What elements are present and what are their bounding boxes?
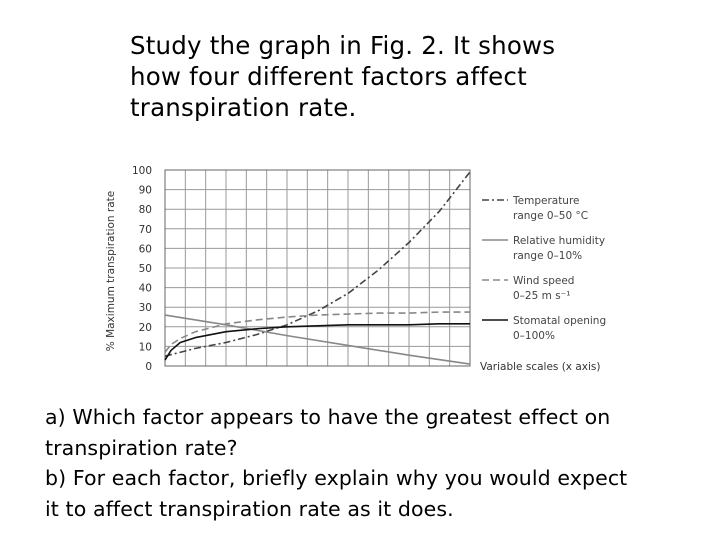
legend-label: 0–100% (513, 330, 555, 342)
legend-label: range 0–50 °C (513, 210, 588, 222)
legend-label: Stomatal opening (513, 315, 606, 327)
intro-line: how four different factors affect (130, 62, 527, 91)
intro-text: Study the graph in Fig. 2. It shows how … (130, 30, 650, 123)
transpiration-chart: 0 10 20 30 40 50 60 70 80 90 100 % Maximum transpi… (105, 165, 606, 373)
y-tick-label: 80 (139, 204, 152, 216)
series-line (164, 323, 470, 361)
series-line (164, 314, 471, 365)
chart-grid (164, 169, 471, 367)
intro-line: Study the graph in Fig. 2. It shows (130, 31, 556, 60)
legend-label: Temperature (512, 195, 580, 207)
legend-label: range 0–10% (513, 250, 582, 262)
plot-frame (164, 169, 471, 367)
legend-label: Relative humidity (513, 235, 605, 247)
question-line: it to affect transpiration rate as it do… (45, 496, 454, 521)
y-tick-label: 90 (139, 185, 152, 197)
y-tick-label: 20 (139, 322, 152, 334)
legend-label: Wind speed (513, 275, 574, 287)
y-tick-label: 0 (145, 361, 152, 373)
question-line: a) Which factor appears to have the grea… (45, 405, 611, 429)
y-tick-labels: 0 10 20 30 40 50 60 70 80 90 100 (132, 165, 152, 373)
intro-line: transpiration rate. (130, 93, 357, 122)
series-line (164, 171, 471, 357)
y-tick-label: 30 (139, 302, 152, 314)
y-tick-label: 10 (139, 341, 152, 353)
y-tick-label: 50 (139, 263, 152, 275)
y-tick-label: 60 (139, 243, 152, 255)
x-axis-label: Variable scales (x axis) (480, 361, 601, 373)
y-tick-label: 100 (132, 165, 152, 177)
y-axis-label: % Maximum transpiration rate (105, 191, 117, 352)
y-tick-label: 40 (139, 283, 152, 295)
question-line: b) For each factor, briefly explain why … (45, 466, 628, 490)
legend-box (478, 180, 604, 344)
question-text: a) Which factor appears to have the grea… (45, 402, 705, 524)
y-tick-label: 70 (139, 224, 152, 236)
question-line: transpiration rate? (45, 435, 238, 460)
chart-legend: Temperature range 0–50 °C Relative humidit… (478, 180, 606, 344)
legend-label: 0–25 m s⁻¹ (513, 290, 570, 302)
chart-series (164, 171, 471, 365)
